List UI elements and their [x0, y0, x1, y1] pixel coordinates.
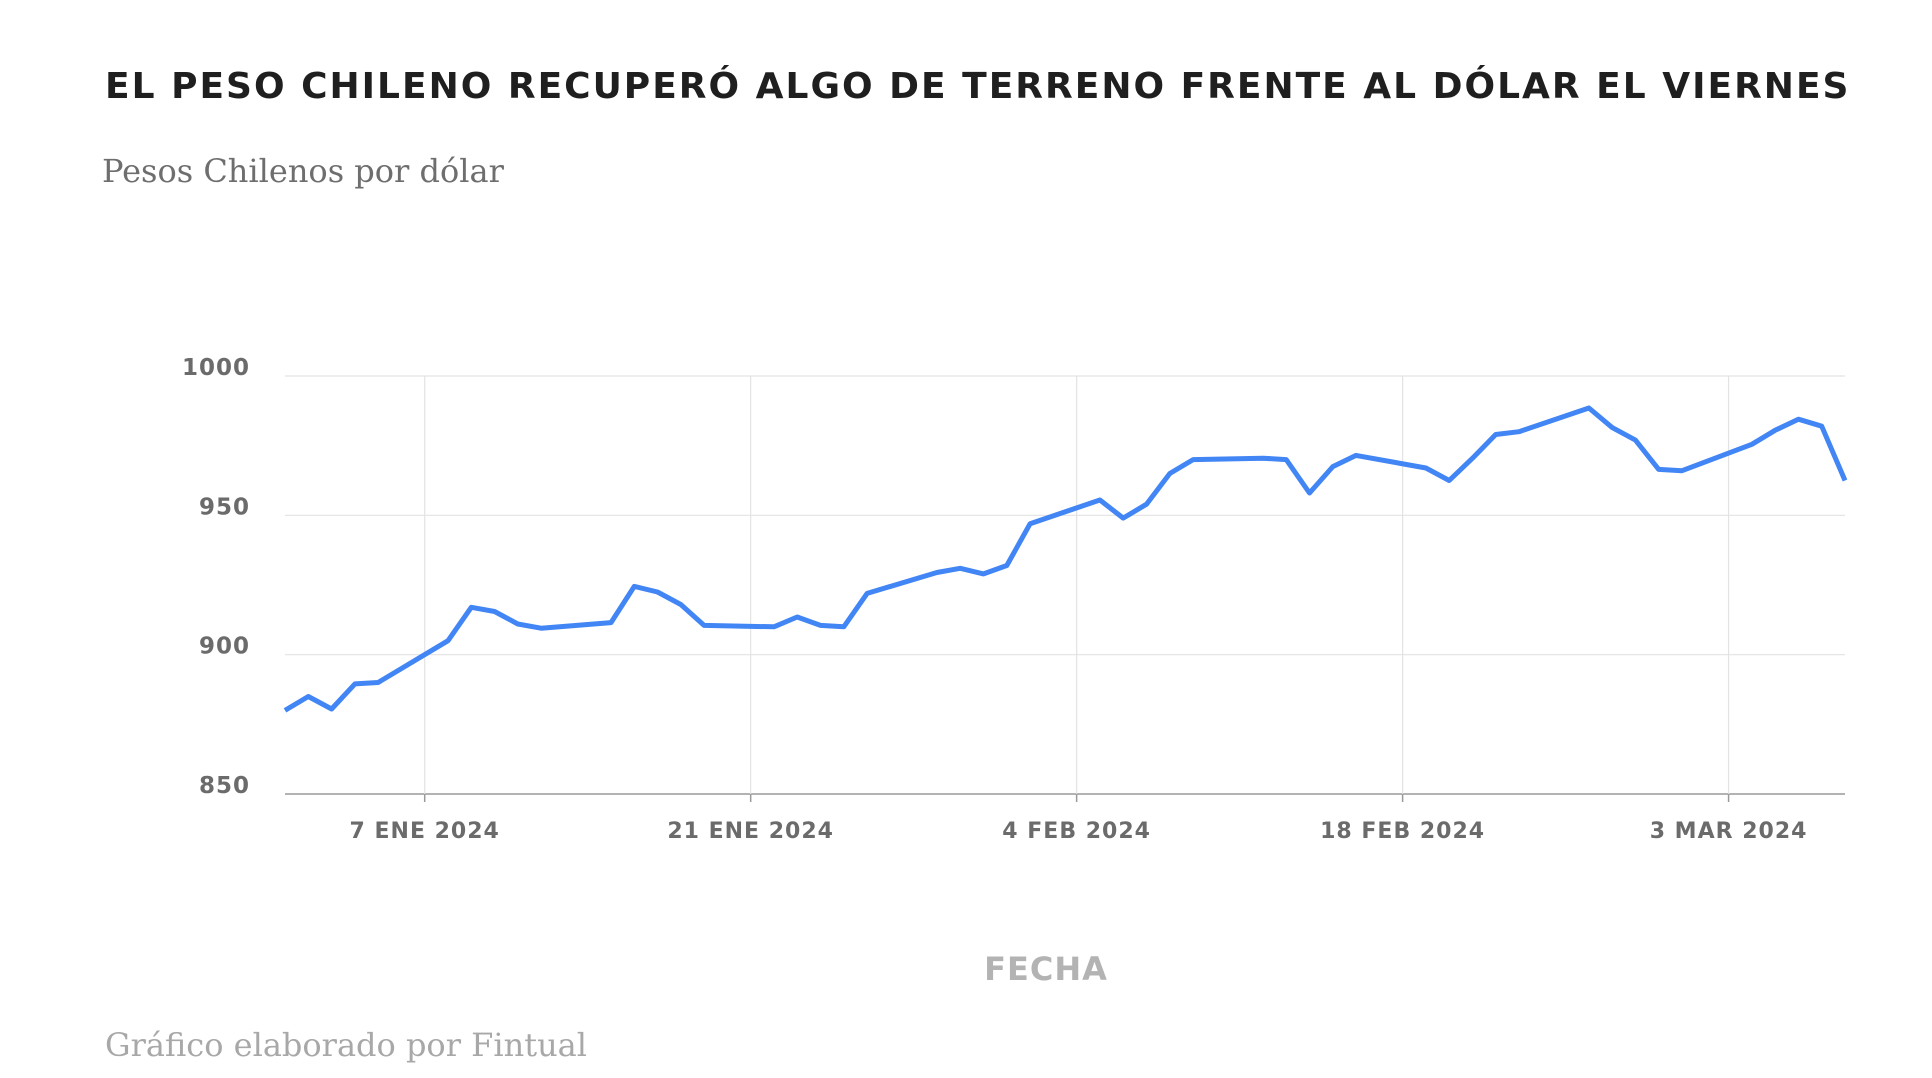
x-tick-label: 7 ENE 2024: [350, 819, 500, 844]
x-tick-label: 4 FEB 2024: [1002, 819, 1151, 844]
y-tick-label: 950: [199, 494, 250, 520]
x-axis: 7 ENE 2024 21 ENE 2024 4 FEB 2024 18 FEB 20…: [350, 819, 1808, 844]
series-line: [283, 405, 1848, 713]
chart-subtitle: Pesos Chilenos por dólar: [102, 152, 504, 190]
y-axis: 850 900 950 1000: [182, 355, 250, 799]
y-tick-label: 900: [199, 634, 250, 660]
x-tick-label: 3 MAR 2024: [1650, 819, 1808, 844]
y-tick-label: 1000: [182, 355, 250, 381]
series-lines: [283, 405, 1848, 713]
y-tick-label: 850: [199, 773, 250, 799]
chart-title: EL PESO CHILENO RECUPERÓ ALGO DE TERRENO…: [105, 66, 1851, 107]
chart-footer: Gráfico elaborado por Fintual: [105, 1026, 587, 1064]
x-axis-label: FECHA: [984, 950, 1108, 988]
x-tick-label: 21 ENE 2024: [667, 819, 834, 844]
chart-grid: [285, 375, 1845, 802]
x-tick-label: 18 FEB 2024: [1320, 819, 1485, 844]
